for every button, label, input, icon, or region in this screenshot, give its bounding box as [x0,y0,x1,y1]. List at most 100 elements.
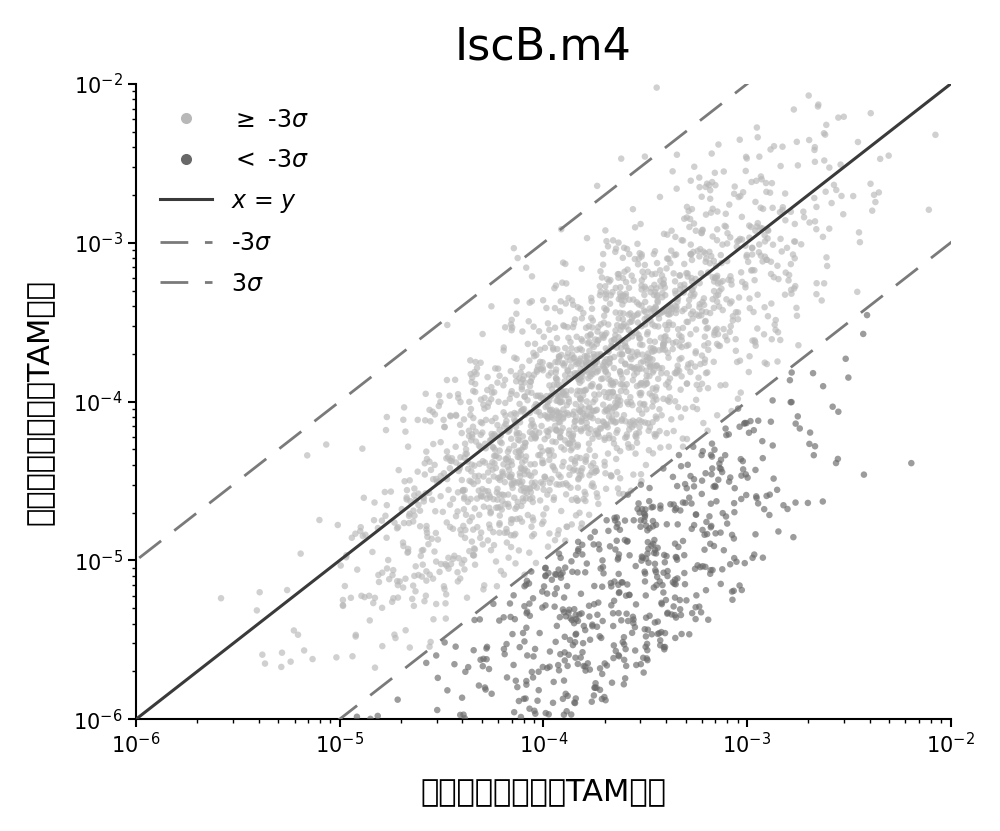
Point [612,366,628,379]
Point [688,345,704,358]
Point [700,424,716,437]
Point [552,396,568,409]
Point [699,177,715,190]
Point [741,426,757,440]
Point [706,355,722,368]
Point [582,356,598,369]
Point [685,305,701,318]
Point [619,396,635,409]
Point [573,400,589,413]
Point [643,305,659,318]
Point [663,413,679,426]
Point [717,378,733,391]
Point [596,309,612,322]
Point [610,553,626,566]
Point [330,519,346,532]
Point [667,230,683,243]
Point [460,455,476,468]
Point [519,574,535,588]
Point [640,542,656,555]
Point [531,665,547,678]
Point [689,378,705,391]
Point [584,302,600,316]
Point [545,406,561,420]
Point [516,485,532,499]
Point [695,445,711,458]
Point [591,538,607,551]
Point [599,659,615,672]
Point [624,420,640,434]
Point [654,291,670,304]
Point [609,520,625,534]
Point [741,231,757,244]
Point [337,579,353,593]
Point [741,219,757,232]
Point [633,478,649,491]
Point [535,477,551,490]
Point [639,311,655,324]
Point [725,310,741,323]
Point [572,392,588,406]
Point [664,224,680,238]
Point [607,514,623,527]
Point [654,578,670,592]
Point [431,475,447,488]
Point [511,695,527,708]
Point [485,493,501,506]
Point [656,641,672,654]
Point [461,544,477,558]
Point [580,337,596,350]
Point [648,383,664,396]
Point [551,350,567,363]
Point [513,484,529,497]
Point [618,276,634,289]
Point [647,305,663,318]
Point [626,368,642,381]
Point [765,201,781,214]
Point [493,429,509,442]
Point [575,637,591,650]
Point [694,474,710,487]
Point [589,179,605,193]
Point [550,658,566,671]
Point [600,386,616,399]
Point [553,568,569,581]
Point [642,522,658,535]
Point [390,693,406,706]
Point [686,473,702,486]
Point [468,425,484,438]
Point [569,566,585,579]
Point [485,440,501,454]
Point [647,343,663,356]
Point [617,357,633,371]
Point [643,361,659,374]
Point [838,352,854,366]
Point [545,343,561,356]
Point [438,597,454,610]
Point [499,536,515,549]
Point [647,563,663,577]
Point [637,312,653,326]
Point [699,322,715,335]
Point [723,320,739,333]
Point [584,380,600,393]
Point [495,465,511,479]
Point [703,520,719,534]
Point [620,332,636,345]
Point [428,472,444,485]
Point [448,456,464,470]
Point [719,334,735,347]
Point [724,529,740,542]
Point [584,338,600,352]
Point [607,245,623,258]
Point [549,478,565,491]
Point [378,424,394,437]
Point [722,231,738,244]
Point [539,661,555,675]
Point [486,538,502,552]
Point [660,606,676,619]
Point [450,575,466,588]
Point [620,397,636,411]
Point [617,294,633,307]
Point [866,188,882,201]
